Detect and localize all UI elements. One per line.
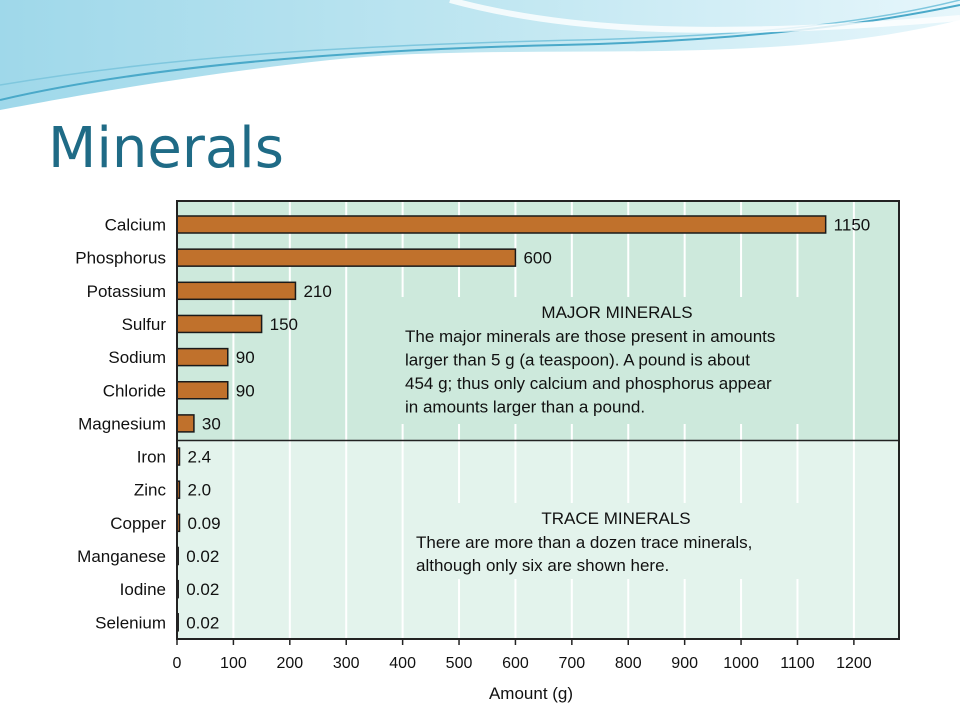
bar-chloride [176,381,229,400]
value-label: 0.02 [186,580,219,599]
value-labels: 1150 600 210 150 90 90 30 2.4 2.0 0.09 0.02 0.02 0.0… [186,216,870,633]
value-label: 2.0 [188,481,212,500]
major-minerals-heading: MAJOR MINERALS [541,303,692,322]
x-tick-label: 0 [173,655,182,672]
decorative-wave-banner [0,0,960,110]
x-tick-label: 1000 [723,655,759,672]
category-label: Zinc [134,481,167,500]
category-label: Copper [110,514,166,533]
x-tick-label: 500 [446,655,473,672]
bar-calcium [176,215,827,234]
category-label: Phosphorus [75,249,166,268]
category-label: Calcium [105,216,166,235]
major-text-line: larger than 5 g (a teaspoon). A pound is… [405,351,750,370]
category-label: Iodine [120,580,166,599]
bars-group [176,215,827,632]
category-labels: Calcium Phosphorus Potassium Sulfur Sodium Ch… [75,216,166,633]
trace-text-line: There are more than a dozen trace minera… [416,533,752,552]
x-tick-label: 800 [615,655,642,672]
value-label: 0.09 [188,514,221,533]
category-label: Selenium [95,613,166,632]
x-tick-label: 100 [220,655,247,672]
plot-border [176,200,900,640]
x-tick-label: 400 [389,655,416,672]
x-tick-label: 1200 [836,655,872,672]
x-tick-label: 200 [276,655,303,672]
x-tick-label: 600 [502,655,529,672]
category-label: Sodium [108,348,166,367]
x-axis: 0 100 200 300 400 500 600 700 800 900 1000 1100 1200 [173,639,872,672]
x-tick-label: 700 [558,655,585,672]
category-label: Chloride [103,381,166,400]
slide-title: Minerals [48,116,284,181]
bar-sodium [176,347,229,367]
category-label: Manganese [77,547,166,566]
value-label: 150 [270,315,298,334]
value-label: 0.02 [186,613,219,632]
x-axis-label: Amount (g) [489,684,573,703]
trace-text-line: although only six are shown here. [416,556,669,575]
value-label: 600 [523,249,551,268]
bar-phosphorus [176,248,517,267]
x-tick-label: 900 [671,655,698,672]
category-label: Iron [137,448,166,467]
value-label: 0.02 [186,547,219,566]
category-label: Potassium [87,282,166,301]
value-label: 30 [202,414,221,433]
major-text-line: in amounts larger than a pound. [405,398,645,417]
x-tick-label: 1100 [780,655,815,672]
major-text-line: The major minerals are those present in … [405,327,775,346]
value-label: 90 [236,348,255,367]
bar-potassium [176,281,297,301]
category-label: Magnesium [78,414,166,433]
value-label: 210 [303,282,331,301]
major-annotation-box [398,297,850,424]
value-label: 90 [236,381,255,400]
bar-sulfur [176,314,263,334]
x-tick-label: 300 [333,655,360,672]
category-label: Sulfur [122,315,167,334]
trace-minerals-heading: TRACE MINERALS [541,509,690,528]
value-label: 1150 [834,216,871,235]
trace-annotation-box [406,503,826,579]
major-text-line: 454 g; thus only calcium and phosphorus … [405,374,772,393]
bar-magnesium [176,414,195,433]
value-label: 2.4 [188,448,212,467]
